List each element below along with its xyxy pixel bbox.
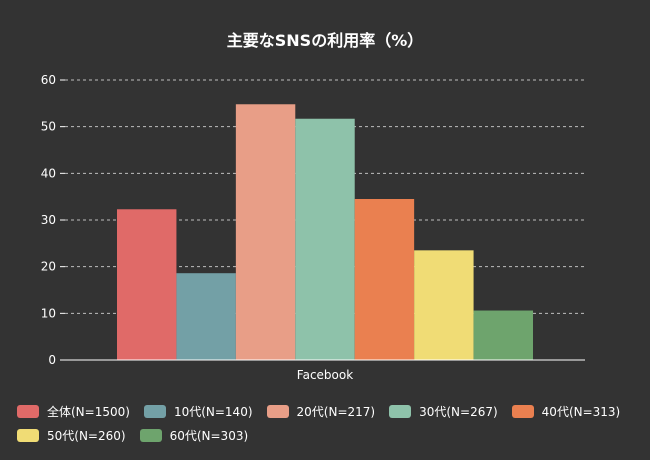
y-tick-label: 50 — [41, 120, 56, 134]
y-axis-ticks: 0 10 20 30 40 50 60 — [41, 73, 65, 367]
legend-item[interactable]: 全体(N=1500) — [17, 403, 130, 419]
bar-1 — [176, 273, 236, 360]
legend-item[interactable]: 50代(N=260) — [17, 427, 126, 443]
y-tick-label: 0 — [48, 353, 56, 367]
legend-label: 30代(N=267) — [419, 404, 498, 419]
x-tick-label-facebook: Facebook — [297, 368, 353, 382]
bar-0 — [117, 209, 177, 360]
bar-6 — [473, 310, 533, 360]
legend: 全体(N=1500) 10代(N=140) 20代(N=217) 30代(N=267)… — [17, 403, 642, 443]
legend-swatch — [143, 404, 166, 418]
legend-item[interactable]: 10代(N=140) — [143, 403, 253, 419]
bar-2 — [235, 104, 296, 361]
legend-label: 40代(N=313) — [541, 404, 621, 419]
legend-label: 全体(N=1500) — [47, 404, 130, 419]
legend-swatch — [17, 404, 39, 418]
bars — [117, 104, 533, 361]
legend-swatch — [389, 404, 412, 418]
legend-item[interactable]: 60代(N=303) — [139, 427, 249, 443]
legend-swatch — [139, 428, 162, 442]
legend-swatch — [511, 404, 534, 418]
legend-swatch — [17, 428, 39, 442]
legend-swatch — [266, 404, 289, 418]
bar-chart: 主要なSNSの利用率（%） 0 10 20 30 40 50 60 Facebook — [41, 31, 585, 382]
y-tick-label: 40 — [41, 166, 56, 180]
legend-item[interactable]: 40代(N=313) — [511, 403, 621, 419]
bar-4 — [354, 199, 415, 360]
legend-label: 10代(N=140) — [173, 404, 253, 419]
y-tick-label: 60 — [41, 73, 56, 87]
legend-label: 50代(N=260) — [47, 428, 126, 443]
y-tick-label: 10 — [41, 306, 56, 320]
y-tick-label: 30 — [41, 213, 56, 227]
legend-item[interactable]: 20代(N=217) — [266, 403, 376, 419]
legend-label: 60代(N=303) — [169, 428, 249, 443]
legend-item[interactable]: 30代(N=267) — [389, 403, 498, 419]
legend-label: 20代(N=217) — [296, 404, 376, 419]
bar-5 — [414, 250, 474, 360]
y-tick-label: 20 — [41, 260, 56, 274]
bar-3 — [295, 118, 355, 360]
chart-title: 主要なSNSの利用率（%） — [227, 31, 423, 50]
